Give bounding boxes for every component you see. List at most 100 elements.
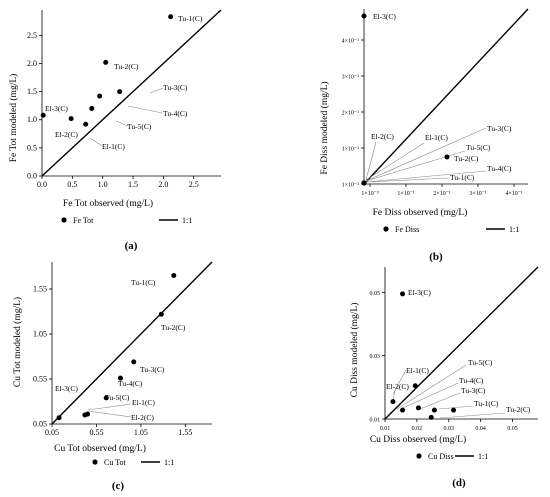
x-axis-title: Fe Diss observed (mg/L) [373,207,468,218]
data-point [444,154,450,160]
y-axis-title: Cu Diss modeled (mg/L) [349,303,360,398]
data-label: Tu-3(C) [163,83,188,92]
data-label: El-3(C) [408,288,431,297]
data-label: Tu-1(C) [474,399,499,408]
data-point [415,405,421,411]
leader-line [87,410,132,418]
y-tick-label: 0.5 [27,143,37,152]
data-point [97,93,103,99]
data-point [390,399,396,405]
data-label: Tu-5(C) [468,358,493,367]
data-label: Tu-4(C) [163,109,188,118]
data-point [103,59,109,65]
x-tick-label: 0.03 [444,426,455,432]
leader-line [127,105,163,114]
x-tick-label: 2.5 [189,180,199,189]
x-tick-label: 2×10⁻¹ [433,191,451,197]
x-tick-label: 0.05 [45,428,59,437]
data-point [400,291,406,297]
data-label: Tu-3(C) [461,386,486,395]
x-tick-label: 0.5 [67,180,77,189]
chart-panel-1: 0.0 0.5 1.0 1.5 2.0 2.5 0.0 0.5 1.0 1.5 2.0 2.5 Tu-1… [8,9,222,252]
y-tick-label: 1.05 [33,330,47,339]
data-label: El-2(C) [386,382,409,391]
panel-letter: (d) [452,477,466,489]
x-axis-title: Fe Tot observed (mg/L) [63,198,153,209]
legend-label: 1:1 [182,216,192,225]
data-label: El-3(C) [45,104,68,113]
x-tick-label: 0.05 [507,426,518,432]
data-point [361,180,367,186]
x-axis-title: Cu Diss observed (mg/L) [370,434,466,445]
data-point [400,407,406,413]
y-tick-label: 0.05 [33,420,47,429]
legend-label: Fe Diss [395,225,419,234]
data-label: El-1(C) [132,398,155,407]
x-tick-label: 1.05 [134,428,148,437]
y-axis-title: Fe Diss modeled (mg/L) [319,81,330,174]
y-tick-label: 4×10⁻¹ [342,39,360,45]
data-point [428,414,434,420]
data-label: Tu-2(C) [161,323,186,332]
y-tick-label: 2.5 [27,31,37,40]
data-point [117,375,123,381]
y-tick-label: 0.05 [370,291,381,297]
data-label: Tu-1(C) [131,278,156,287]
x-tick-label: 0.01 [380,426,391,432]
legend-label: 1:1 [478,452,488,461]
y-tick-label: 3×10⁻¹ [342,75,360,81]
data-label: Tu-3(C) [140,365,165,374]
y-tick-label: 1×10⁻³ [342,183,360,189]
leader-line [396,364,467,410]
y-tick-label: 2.0 [27,59,37,68]
legend-marker [92,459,98,465]
legend-marker [416,453,422,459]
x-tick-label: 4×10⁻¹ [505,191,523,197]
data-label: Tu-1(C) [178,14,203,23]
panel-letter: (a) [125,240,138,252]
data-label: El-2(C) [371,132,394,141]
leader-line [115,120,129,127]
one-to-one-line [51,261,213,425]
one-to-one-line [41,9,222,177]
data-label: El-3(C) [55,384,78,393]
data-point [131,359,137,365]
x-tick-label: 1.5 [128,180,138,189]
data-point [103,395,109,401]
y-tick-label: 2×10⁻¹ [342,111,360,117]
leader-line [149,87,164,94]
data-point [40,112,46,118]
data-label: Tu-5(C) [466,143,491,152]
chart-panel-2: 1×10⁻³ 1×10⁻¹ 2×10⁻¹ 3×10⁻¹ 4×10⁻¹ 1×10⁻³ 1×10… [319,8,529,263]
y-tick-label: 1.0 [27,115,37,124]
x-tick-label: 0.55 [89,428,103,437]
y-tick-label: 0.0 [27,172,37,181]
y-tick-label: 0.03 [370,354,381,360]
data-label: Tu-2(C) [506,405,531,414]
legend-label: 1:1 [164,458,174,467]
legend-marker [61,217,67,223]
panel-letter: (c) [112,480,125,492]
data-point [361,13,367,19]
x-tick-label: 0.04 [475,426,486,432]
data-label: Tu-5(C) [105,393,130,402]
leader-line [439,412,506,419]
data-label: Tu-2(C) [454,154,479,163]
data-label: Tu-2(C) [114,62,139,71]
data-label: Tu-4(C) [118,379,143,388]
y-tick-label: 1.55 [33,285,47,294]
legend-label: Cu Diss [428,452,454,461]
one-to-one-line [384,266,539,420]
x-tick-label: 2.0 [158,180,168,189]
data-label: Tu-1(C) [450,173,475,182]
data-point [56,415,62,421]
data-point [85,411,91,417]
data-point [412,383,418,389]
x-tick-label: 0.02 [412,426,423,432]
legend-marker [383,226,389,232]
data-point [68,116,74,122]
data-point [158,311,164,317]
leader-line [365,177,450,183]
x-tick-label: 1.55 [178,428,192,437]
data-label: Tu-3(C) [487,124,512,133]
